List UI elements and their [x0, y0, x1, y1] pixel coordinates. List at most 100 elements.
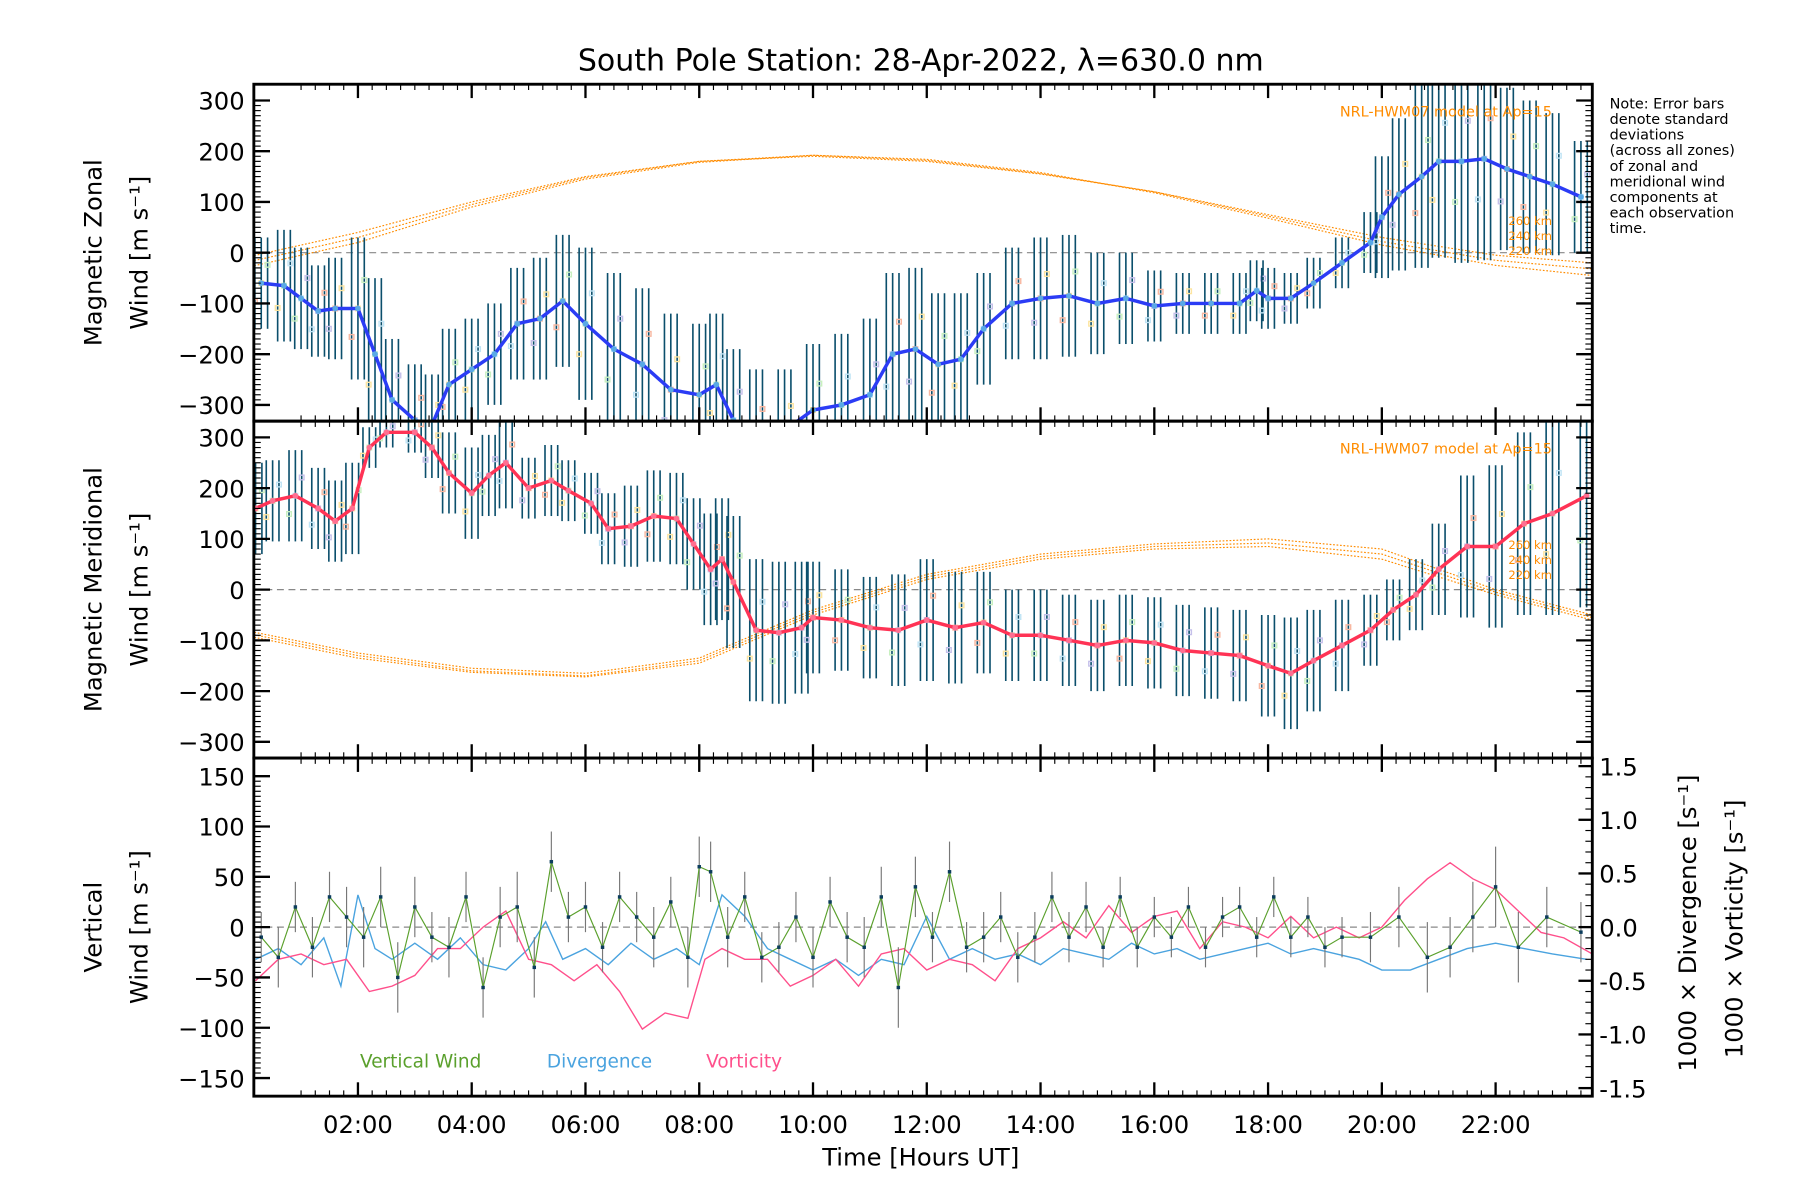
data-point — [1579, 930, 1583, 934]
zone-point — [712, 580, 719, 587]
data-point — [879, 895, 883, 899]
zone-point — [816, 592, 823, 599]
zone-point — [1271, 283, 1278, 290]
zone-point — [844, 596, 851, 603]
model-curve-240km — [253, 542, 1593, 677]
zone-point — [759, 598, 766, 605]
data-point — [912, 346, 919, 352]
zone-point — [1383, 619, 1390, 626]
y-tick-label: 200 — [198, 138, 244, 166]
zone-point — [657, 494, 664, 501]
x-tick-label: 18:00 — [1233, 1111, 1303, 1139]
data-point — [1037, 295, 1044, 302]
zone-point — [1527, 484, 1534, 491]
y-tick-label: 300 — [198, 88, 244, 116]
note-line: components at — [1610, 190, 1718, 206]
data-point — [1464, 543, 1471, 550]
zone-point — [895, 318, 902, 325]
zone-point — [1281, 692, 1288, 699]
data-point — [669, 900, 673, 904]
y-tick-label: −200 — [178, 678, 245, 706]
data-point — [782, 427, 788, 433]
zone-point — [987, 599, 994, 606]
data-point — [349, 505, 356, 512]
y-tick-label: −300 — [178, 729, 245, 757]
data-point — [895, 627, 902, 634]
zone-point — [816, 380, 823, 387]
data-point — [315, 505, 322, 512]
data-point — [446, 381, 452, 388]
data-point — [315, 308, 322, 314]
data-point — [361, 935, 366, 939]
x-tick-label: 10:00 — [778, 1111, 848, 1139]
zone-point — [418, 394, 425, 401]
zone-point — [1361, 251, 1368, 258]
zone-point — [1144, 317, 1151, 324]
data-point — [1050, 895, 1054, 899]
zone-point — [918, 313, 925, 320]
zone-point — [747, 459, 752, 464]
data-point — [372, 351, 378, 358]
zone-point — [1260, 275, 1267, 282]
y-axis-title-line1: Magnetic Zonal — [80, 159, 108, 346]
data-point — [964, 945, 969, 949]
zone-point — [941, 332, 948, 339]
data-point — [810, 614, 816, 621]
zone-point — [594, 488, 601, 495]
zone-point — [1129, 619, 1136, 626]
data-point — [998, 915, 1003, 919]
zone-point — [348, 333, 355, 340]
data-point — [845, 935, 849, 939]
zone-point — [804, 598, 811, 605]
y-tick-label: 150 — [198, 763, 244, 791]
data-point — [777, 945, 781, 949]
zone-point — [1514, 557, 1521, 564]
data-point — [862, 945, 866, 949]
zone-point — [928, 389, 935, 396]
data-point — [1151, 640, 1158, 646]
legend-divergence: Divergence — [547, 1051, 652, 1072]
zone-point — [308, 326, 315, 333]
data-point — [1339, 259, 1345, 266]
y-tick-label: 200 — [198, 475, 244, 503]
y-tick-label: 100 — [198, 189, 244, 217]
zone-point — [1242, 288, 1249, 295]
zone-point — [1419, 577, 1426, 584]
y-tick-label: 0 — [229, 240, 244, 268]
data-point — [1435, 566, 1442, 573]
zone-point — [1201, 312, 1208, 319]
data-point — [1122, 295, 1129, 302]
zone-point — [342, 523, 349, 530]
data-point — [753, 432, 759, 438]
zone-point — [475, 346, 482, 353]
zone-point — [1157, 288, 1164, 295]
zone-point — [389, 423, 396, 430]
zone-point — [1332, 660, 1339, 667]
data-point — [980, 325, 987, 332]
data-point — [1033, 935, 1037, 939]
zone-point — [263, 514, 270, 521]
data-point — [1287, 295, 1294, 302]
data-point — [259, 935, 263, 939]
zone-point — [378, 320, 385, 327]
zone-point — [725, 446, 730, 451]
data-point — [1413, 591, 1419, 598]
data-point — [828, 900, 832, 904]
data-point — [1179, 300, 1186, 307]
zone-point — [951, 382, 958, 389]
zone-point — [736, 552, 743, 559]
zone-point — [1031, 319, 1038, 326]
zone-point — [509, 441, 516, 448]
zone-point — [706, 410, 713, 417]
data-point — [981, 935, 986, 939]
y2-tick-label: 1.0 — [1599, 807, 1638, 835]
zone-point — [1173, 665, 1180, 672]
data-point — [947, 870, 952, 874]
zone-point — [804, 434, 809, 439]
data-point — [760, 955, 764, 960]
divergence-line — [255, 893, 1587, 989]
data-point — [429, 444, 435, 451]
zone-point — [701, 588, 708, 595]
zone-point — [1002, 322, 1009, 329]
zone-point — [782, 601, 789, 608]
